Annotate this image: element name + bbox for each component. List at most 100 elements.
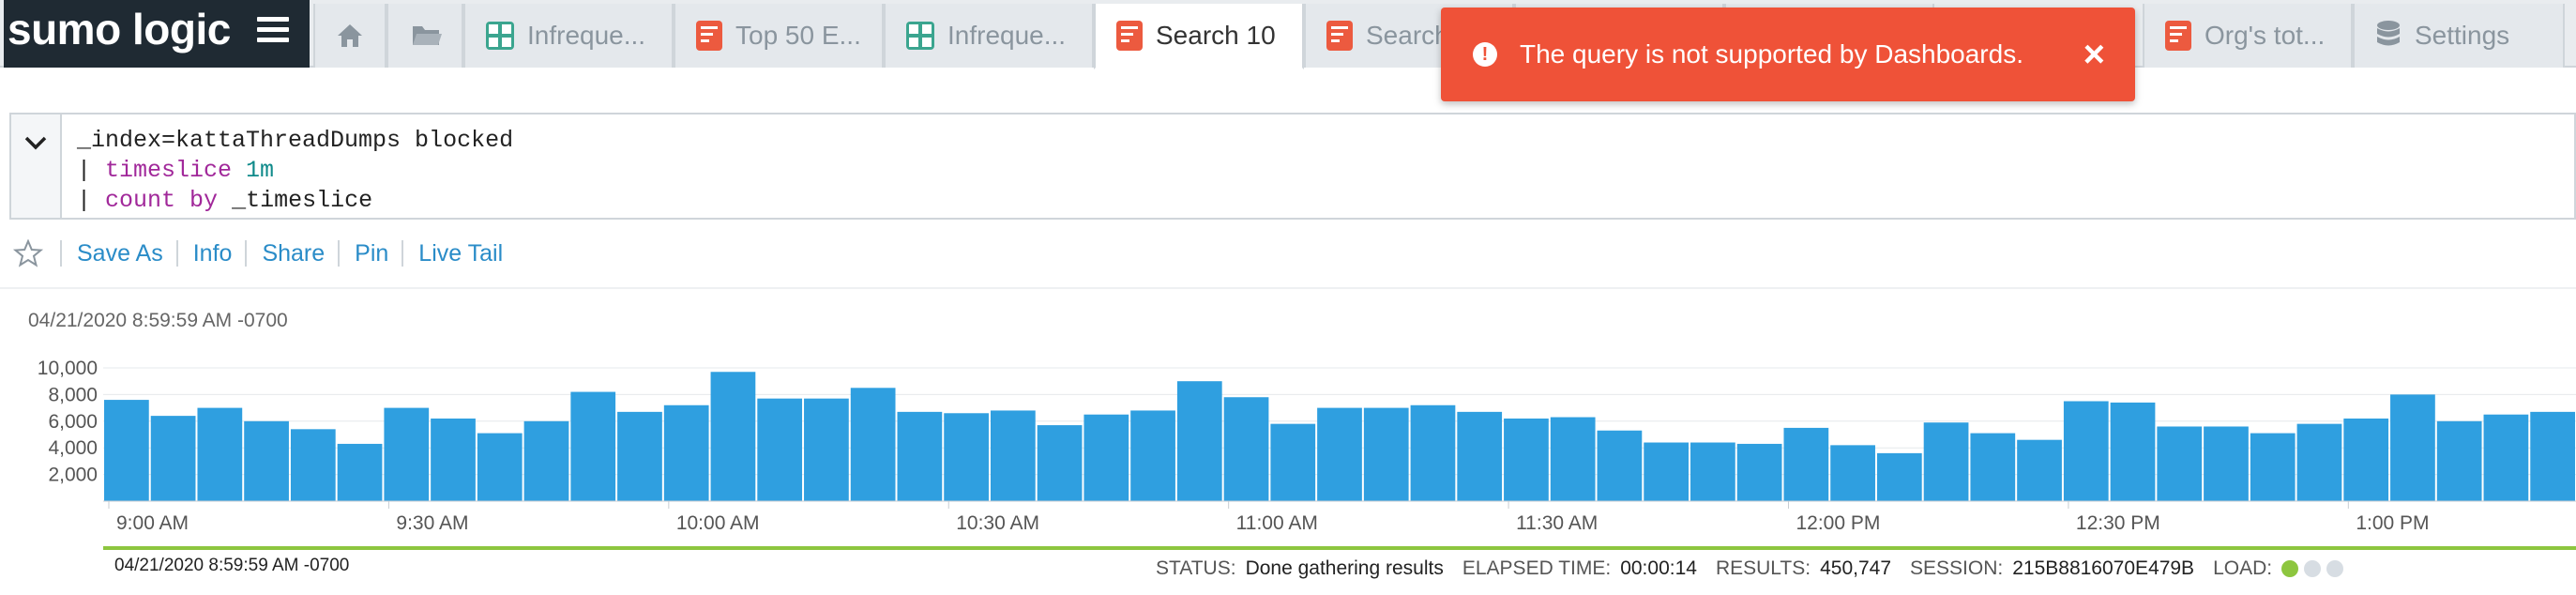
home-icon	[338, 24, 362, 47]
status-label: STATUS:	[1156, 557, 1236, 579]
histogram-bar[interactable]	[104, 400, 149, 501]
histogram-bar[interactable]	[2063, 401, 2109, 502]
histogram-bar[interactable]	[1830, 445, 1875, 501]
live-tail-button[interactable]: Live Tail	[402, 240, 516, 267]
histogram-bar[interactable]	[1690, 442, 1735, 501]
pipe: |	[77, 187, 106, 214]
histogram-bar[interactable]	[1597, 430, 1643, 501]
database-icon	[2377, 21, 2400, 46]
histogram-bar[interactable]	[850, 388, 896, 501]
query-line-1: _index=kattaThreadDumps blocked	[77, 127, 514, 154]
histogram-bar[interactable]	[1876, 452, 1922, 501]
histogram-bar[interactable]	[2483, 414, 2529, 501]
close-icon[interactable]: ×	[2083, 34, 2105, 75]
tab-settings[interactable]: Settings	[2353, 4, 2565, 68]
histogram-bar[interactable]	[710, 372, 756, 501]
load-indicator-dot	[2326, 560, 2344, 577]
histogram-bar[interactable]	[1457, 411, 1503, 501]
info-button[interactable]: Info	[175, 240, 246, 267]
x-tick-label: 10:30 AM	[956, 512, 1039, 534]
histogram-bar[interactable]	[290, 429, 336, 501]
histogram-bar[interactable]	[617, 411, 662, 501]
histogram-bar[interactable]	[384, 407, 430, 501]
histogram-bar[interactable]	[2017, 439, 2062, 501]
histogram-bar[interactable]	[2436, 420, 2482, 501]
search-doc-icon	[1326, 21, 1353, 51]
histogram-bar[interactable]	[523, 420, 569, 501]
histogram-bar[interactable]	[944, 413, 989, 501]
results-value: 450,747	[1820, 557, 1892, 579]
histogram-bar[interactable]	[990, 410, 1036, 501]
histogram-bar[interactable]	[1317, 407, 1362, 501]
alert-icon: !	[1473, 42, 1497, 67]
histogram-bar[interactable]	[1504, 418, 1549, 501]
histogram-bar[interactable]	[1410, 404, 1456, 501]
histogram-bar[interactable]	[2157, 426, 2203, 501]
x-tick-label: 10:00 AM	[676, 512, 760, 534]
histogram-bar[interactable]	[1223, 397, 1269, 501]
search-action-bar: Save As Info Share Pin Live Tail	[0, 233, 750, 274]
histogram-bar[interactable]	[757, 398, 803, 501]
histogram-bar[interactable]	[1970, 433, 2016, 501]
tab-home[interactable]	[313, 4, 386, 68]
dashboard-icon	[906, 22, 934, 50]
histogram-bar[interactable]	[2250, 433, 2296, 501]
histogram-bar[interactable]	[2343, 418, 2389, 501]
histogram-bar[interactable]	[804, 398, 849, 501]
star-icon[interactable]	[9, 239, 47, 267]
x-tick-label: 9:00 AM	[116, 512, 189, 534]
elapsed-label: ELAPSED TIME:	[1462, 557, 1612, 579]
histogram-bar[interactable]	[2296, 423, 2342, 501]
query-keyword-count: count	[105, 187, 176, 214]
histogram-bar[interactable]	[1923, 422, 1969, 501]
histogram-bar[interactable]	[2204, 426, 2249, 501]
histogram-bar[interactable]	[150, 416, 196, 501]
search-doc-icon	[1116, 21, 1143, 51]
query-text[interactable]: _index=kattaThreadDumps blocked | timesl…	[77, 126, 513, 216]
histogram-bar[interactable]	[570, 391, 616, 501]
histogram-bar[interactable]	[244, 420, 289, 501]
histogram-bar[interactable]	[1270, 423, 1316, 501]
query-editor[interactable]: _index=kattaThreadDumps blocked | timesl…	[9, 113, 2576, 220]
histogram-bar[interactable]	[1037, 425, 1083, 501]
histogram-bar[interactable]	[1176, 381, 1222, 501]
tab-search-top50[interactable]: Top 50 E...	[674, 4, 884, 68]
y-tick-label: 10,000	[38, 358, 98, 379]
histogram-bar[interactable]	[663, 404, 709, 501]
histogram-bar[interactable]	[2530, 411, 2575, 501]
tab-orgs-total[interactable]: Org's tot...	[2143, 4, 2353, 68]
histogram-bar[interactable]	[1644, 442, 1690, 501]
x-tick-label: 12:30 PM	[2076, 512, 2160, 534]
histogram-bar[interactable]	[477, 433, 523, 501]
histogram-bar[interactable]	[2110, 402, 2156, 501]
share-button[interactable]: Share	[245, 240, 338, 267]
tab-label: Top 50 E...	[735, 21, 861, 50]
histogram-bar[interactable]	[1783, 427, 1829, 501]
tab-label: Search	[1366, 21, 1449, 50]
hamburger-menu-icon[interactable]	[257, 17, 289, 45]
histogram-panel: 04/21/2020 8:59:59 AM -0700 10,000 8,000 6…	[0, 287, 2576, 595]
histogram-chart[interactable]: 10,000 8,000 6,000 4,000 2,000 9:00 AM 9:30 AM…	[0, 289, 2576, 561]
histogram-bar[interactable]	[1083, 414, 1129, 501]
histogram-bar[interactable]	[1736, 443, 1782, 501]
histogram-bar[interactable]	[431, 418, 476, 501]
collapse-query-button[interactable]	[11, 114, 62, 218]
histogram-bar[interactable]	[2390, 394, 2435, 501]
tab-dashboard-2[interactable]: Infreque...	[884, 4, 1094, 68]
histogram-bar[interactable]	[337, 443, 383, 501]
histogram-bar[interactable]	[1130, 410, 1175, 501]
histogram-bar[interactable]	[1550, 417, 1596, 501]
histogram-bar[interactable]	[1363, 407, 1409, 501]
histogram-bar[interactable]	[897, 411, 943, 501]
save-as-button[interactable]: Save As	[60, 240, 176, 267]
session-label: SESSION:	[1910, 557, 2004, 579]
tab-label: Search 10	[1156, 21, 1276, 50]
time-range-label: 04/21/2020 8:59:59 AM -0700	[28, 310, 288, 331]
pin-button[interactable]: Pin	[338, 240, 402, 267]
tab-library[interactable]	[386, 4, 463, 68]
sumo-logic-logo[interactable]: sumo logic	[4, 0, 310, 68]
histogram-bar[interactable]	[197, 407, 243, 501]
tab-search-10[interactable]: Search 10	[1094, 4, 1304, 69]
tab-dashboard-1[interactable]: Infreque...	[463, 4, 674, 68]
session-value: 215B8816070E479B	[2012, 557, 2195, 579]
